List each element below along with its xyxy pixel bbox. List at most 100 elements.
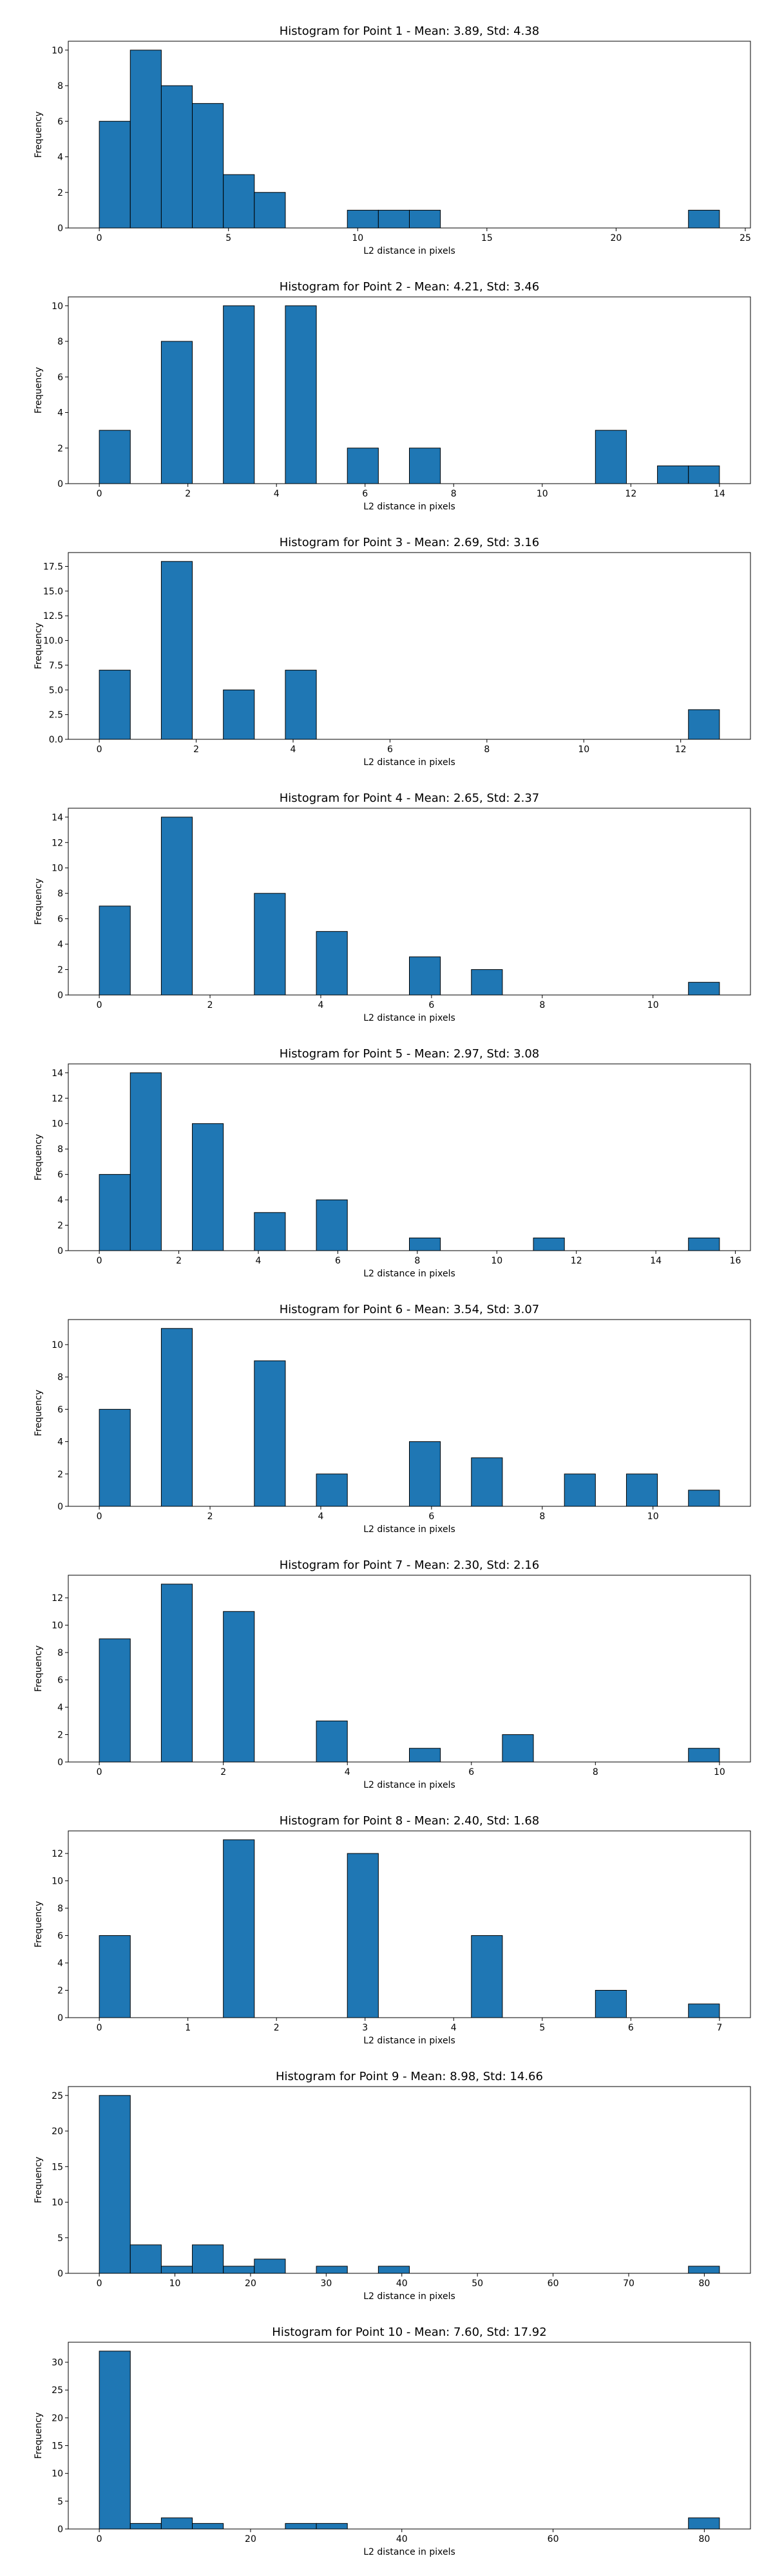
y-tick-label: 0 — [57, 990, 63, 1001]
x-tick-label: 2 — [220, 1767, 226, 1777]
x-tick-label: 4 — [274, 489, 280, 499]
x-tick-label: 30 — [320, 2278, 332, 2289]
y-tick-label: 2.5 — [49, 710, 63, 721]
x-tick-label: 8 — [414, 1256, 420, 1266]
x-tick-label: 40 — [396, 2534, 408, 2544]
y-tick-label: 17.5 — [43, 562, 63, 572]
histogram-bar — [160, 2517, 193, 2530]
histogram-panel-7: Histogram for Point 7 - Mean: 2.30, Std:… — [33, 1558, 751, 1790]
histogram-bar — [347, 209, 379, 229]
y-axis-label: Frequency — [33, 1645, 44, 1692]
y-tick-label: 2 — [57, 188, 63, 198]
y-axis-label: Frequency — [33, 1134, 44, 1180]
histogram-bar — [99, 1174, 131, 1251]
x-tick-label: 6 — [428, 1000, 434, 1010]
x-axis-label: L2 distance in pixels — [363, 502, 455, 512]
y-tick-label: 6 — [57, 1676, 63, 1686]
histogram-bar — [160, 1328, 193, 1507]
x-tick-label: 6 — [468, 1767, 474, 1777]
chart-title: Histogram for Point 5 - Mean: 2.97, Std:… — [280, 1047, 540, 1061]
x-tick-label: 20 — [245, 2534, 256, 2544]
y-tick-label: 5.0 — [49, 685, 63, 696]
histogram-bar — [471, 1935, 503, 2018]
x-tick-label: 4 — [318, 1511, 324, 1522]
y-tick-label: 12 — [52, 1849, 63, 1859]
histogram-panel-5: Histogram for Point 5 - Mean: 2.97, Std:… — [33, 1047, 751, 1279]
x-tick-label: 0 — [97, 2023, 102, 2033]
histogram-bar — [471, 969, 503, 996]
y-tick-label: 6 — [57, 1931, 63, 1942]
y-tick-label: 8 — [57, 1144, 63, 1155]
x-tick-label: 0 — [97, 1767, 102, 1777]
y-tick-label: 8 — [57, 337, 63, 347]
histogram-bar — [99, 1935, 131, 2018]
histogram-bar — [160, 341, 193, 484]
x-axis-label: L2 distance in pixels — [363, 2547, 455, 2557]
y-tick-label: 0 — [57, 223, 63, 234]
plot-frame — [68, 1063, 751, 1251]
x-tick-label: 5 — [225, 233, 231, 243]
x-tick-label: 80 — [698, 2534, 710, 2544]
x-tick-label: 4 — [345, 1767, 350, 1777]
x-tick-label: 7 — [716, 2023, 722, 2033]
histogram-bar — [160, 817, 193, 996]
histogram-bar — [409, 1237, 441, 1251]
x-tick-label: 0 — [97, 233, 102, 243]
chart-title: Histogram for Point 1 - Mean: 3.89, Std:… — [280, 24, 540, 38]
histogram-bar — [192, 1123, 224, 1251]
x-tick-label: 6 — [362, 489, 368, 499]
histogram-bar — [688, 1748, 720, 1763]
histogram-panel-6: Histogram for Point 6 - Mean: 3.54, Std:… — [33, 1303, 751, 1535]
x-tick-label: 4 — [318, 1000, 324, 1010]
histogram-bar — [316, 931, 348, 996]
histogram-bar — [99, 2095, 131, 2274]
chart-title: Histogram for Point 3 - Mean: 2.69, Std:… — [280, 536, 540, 549]
x-tick-label: 8 — [451, 489, 457, 499]
x-tick-label: 0 — [97, 2278, 102, 2289]
x-axis-label: L2 distance in pixels — [363, 1780, 455, 1790]
y-tick-label: 4 — [57, 1195, 63, 1206]
histogram-bar — [192, 103, 224, 229]
x-tick-label: 4 — [291, 744, 296, 755]
histogram-bar — [160, 85, 193, 229]
y-tick-label: 5 — [57, 2497, 63, 2507]
histogram-bar — [316, 1473, 348, 1507]
histogram-bar — [129, 1072, 162, 1251]
histogram-panel-2: Histogram for Point 2 - Mean: 4.21, Std:… — [33, 280, 751, 512]
x-tick-label: 8 — [539, 1000, 545, 1010]
y-tick-label: 10 — [52, 2198, 63, 2208]
x-tick-label: 2 — [193, 744, 199, 755]
x-axis-label: L2 distance in pixels — [363, 2036, 455, 2046]
x-tick-label: 16 — [730, 1256, 741, 1266]
histogram-bar — [223, 305, 255, 484]
y-tick-label: 0 — [57, 1246, 63, 1256]
x-tick-label: 50 — [472, 2278, 483, 2289]
y-tick-label: 15 — [52, 2162, 63, 2172]
y-tick-label: 0 — [57, 1502, 63, 1512]
y-tick-label: 2 — [57, 444, 63, 454]
x-axis-label: L2 distance in pixels — [363, 1524, 455, 1535]
x-tick-label: 10 — [714, 1767, 725, 1777]
histogram-bar — [129, 2244, 162, 2274]
histogram-bar — [409, 956, 441, 996]
histogram-bar — [129, 50, 162, 229]
histogram-bar — [688, 465, 720, 484]
y-tick-label: 8 — [57, 1648, 63, 1658]
y-tick-label: 15.0 — [43, 587, 63, 597]
y-tick-label: 6 — [57, 914, 63, 925]
chart-title: Histogram for Point 8 - Mean: 2.40, Std:… — [280, 1814, 540, 1828]
histogram-bar — [688, 1490, 720, 1507]
histogram-bar — [129, 2523, 162, 2530]
y-axis-label: Frequency — [33, 1390, 44, 1436]
x-tick-label: 2 — [274, 2023, 280, 2033]
histogram-bar — [688, 1237, 720, 1251]
x-tick-label: 10 — [537, 489, 548, 499]
x-tick-label: 20 — [610, 233, 622, 243]
y-tick-label: 12.5 — [43, 611, 63, 621]
histogram-bar — [223, 689, 255, 740]
y-tick-label: 15 — [52, 2441, 63, 2452]
histogram-bar — [99, 430, 131, 484]
x-tick-label: 2 — [185, 489, 191, 499]
histogram-bar — [285, 2523, 317, 2530]
chart-title: Histogram for Point 7 - Mean: 2.30, Std:… — [280, 1558, 540, 1572]
